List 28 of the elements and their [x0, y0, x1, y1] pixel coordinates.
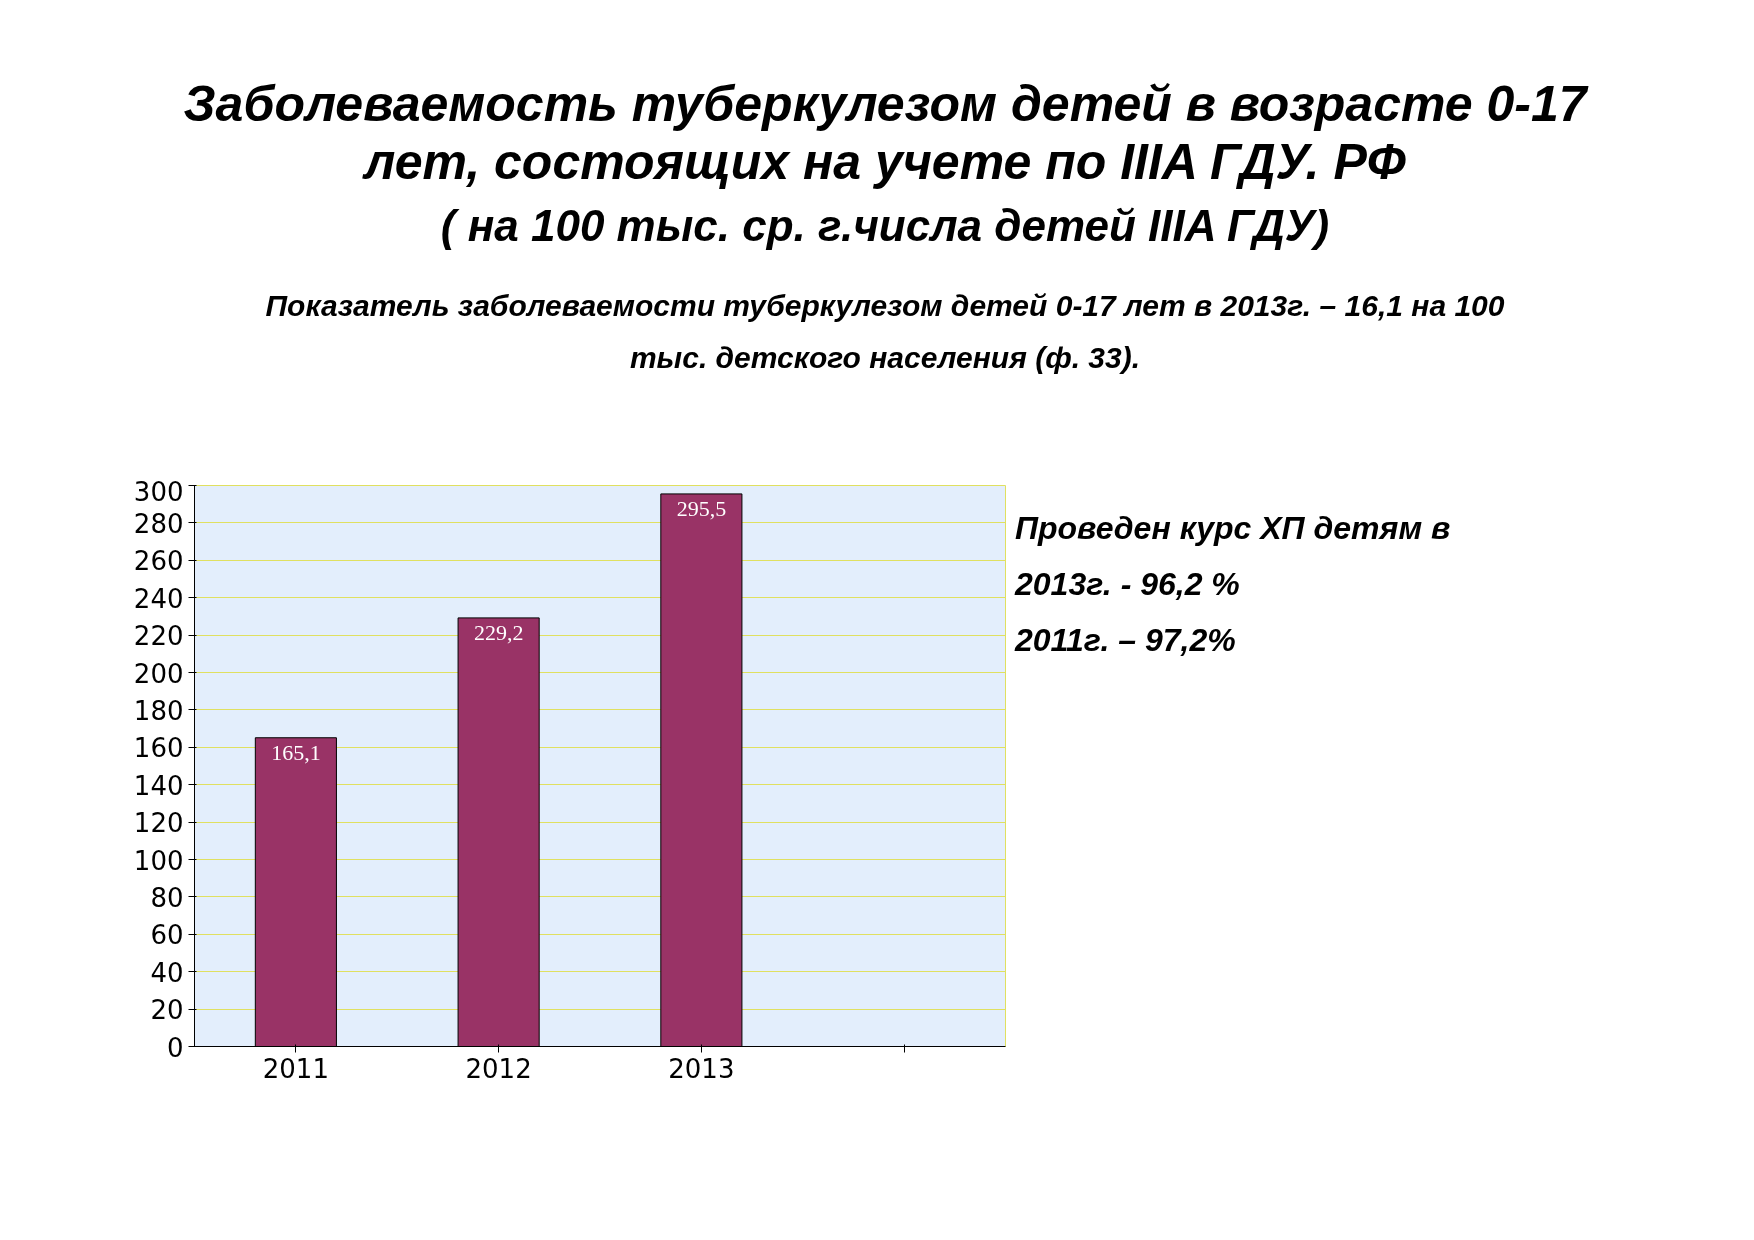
- x-tick-label: 2011: [262, 1053, 329, 1084]
- y-tick-label: 200: [133, 658, 184, 689]
- chart-title: Заболеваемость туберкулезом детей в возрасте 0-17 лет, состоящих на учете по IIIA ГДУ. РФ: [182, 75, 1590, 191]
- y-tick-label: 40: [150, 957, 184, 988]
- y-tick-label: 20: [150, 995, 184, 1026]
- chart-subtitle: ( на 100 тыс. ср. г.числа детей IIIA ГДУ): [439, 200, 1331, 252]
- y-tick-label: 220: [133, 621, 184, 652]
- y-tick-label: 180: [133, 695, 184, 726]
- data-label: 229,2: [473, 619, 524, 645]
- text: 2013г. - 96,2 %: [1015, 565, 1241, 604]
- y-tick-label: 0: [166, 1032, 184, 1063]
- y-tick-label: 140: [133, 770, 184, 801]
- y-tick-label: 260: [133, 546, 184, 577]
- text: Проведен курс ХП детям в: [1015, 509, 1451, 548]
- y-tick-label: 240: [133, 583, 184, 614]
- y-tick-label: 160: [133, 733, 184, 764]
- y-tick-label: 80: [150, 882, 184, 913]
- x-tick-label: 2013: [668, 1053, 735, 1084]
- text: 2011г. – 97,2%: [1015, 621, 1237, 660]
- data-label: 165,1: [271, 739, 321, 765]
- y-tick-label: 100: [133, 845, 184, 876]
- data-label: 295,5: [676, 495, 727, 521]
- y-tick-label: 60: [150, 920, 184, 951]
- x-tick-label: 2012: [465, 1053, 532, 1084]
- text: Показатель заболеваемости туберкулезом детей 0-17 лет в 2013г. – 16,1 на 100 тыс. детского населения (ф. 33).: [264, 287, 1506, 376]
- y-tick-label: 120: [133, 808, 184, 839]
- y-tick-label: 300: [133, 476, 184, 507]
- y-tick-label: 280: [133, 508, 184, 539]
